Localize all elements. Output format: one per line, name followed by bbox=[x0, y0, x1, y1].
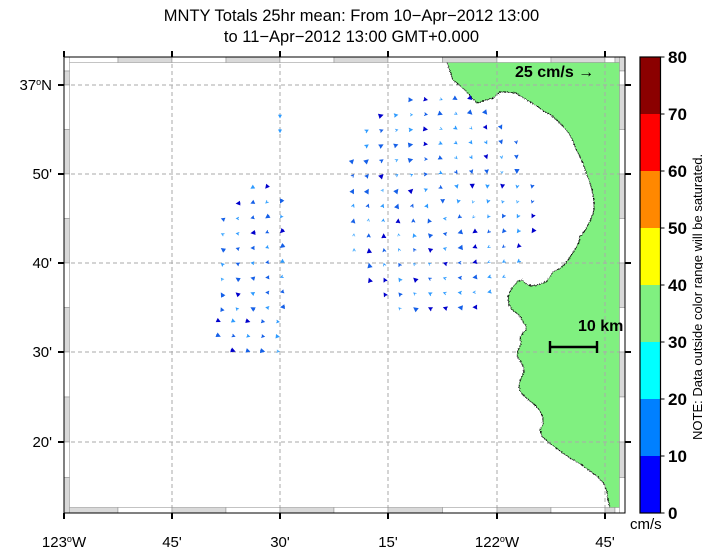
svg-text:50: 50 bbox=[668, 219, 687, 238]
svg-text:123oW: 123oW bbox=[42, 534, 87, 548]
svg-text:80: 80 bbox=[668, 48, 687, 67]
svg-text:10: 10 bbox=[668, 447, 687, 466]
svg-text:45': 45' bbox=[595, 534, 615, 548]
svg-text:40': 40' bbox=[32, 255, 52, 272]
svg-text:50': 50' bbox=[32, 166, 52, 183]
svg-text:60: 60 bbox=[668, 162, 687, 181]
svg-text:30': 30' bbox=[32, 344, 52, 361]
svg-text:40: 40 bbox=[668, 276, 687, 295]
svg-text:30': 30' bbox=[270, 534, 290, 548]
svg-text:0: 0 bbox=[668, 504, 677, 523]
svg-text:70: 70 bbox=[668, 105, 687, 124]
svg-text:30: 30 bbox=[668, 333, 687, 352]
svg-text:122oW: 122oW bbox=[475, 534, 520, 548]
svg-text:37oN: 37oN bbox=[19, 77, 52, 94]
svg-text:20: 20 bbox=[668, 390, 687, 409]
svg-text:20': 20' bbox=[32, 434, 52, 451]
svg-text:45': 45' bbox=[162, 534, 182, 548]
svg-text:15': 15' bbox=[378, 534, 398, 548]
